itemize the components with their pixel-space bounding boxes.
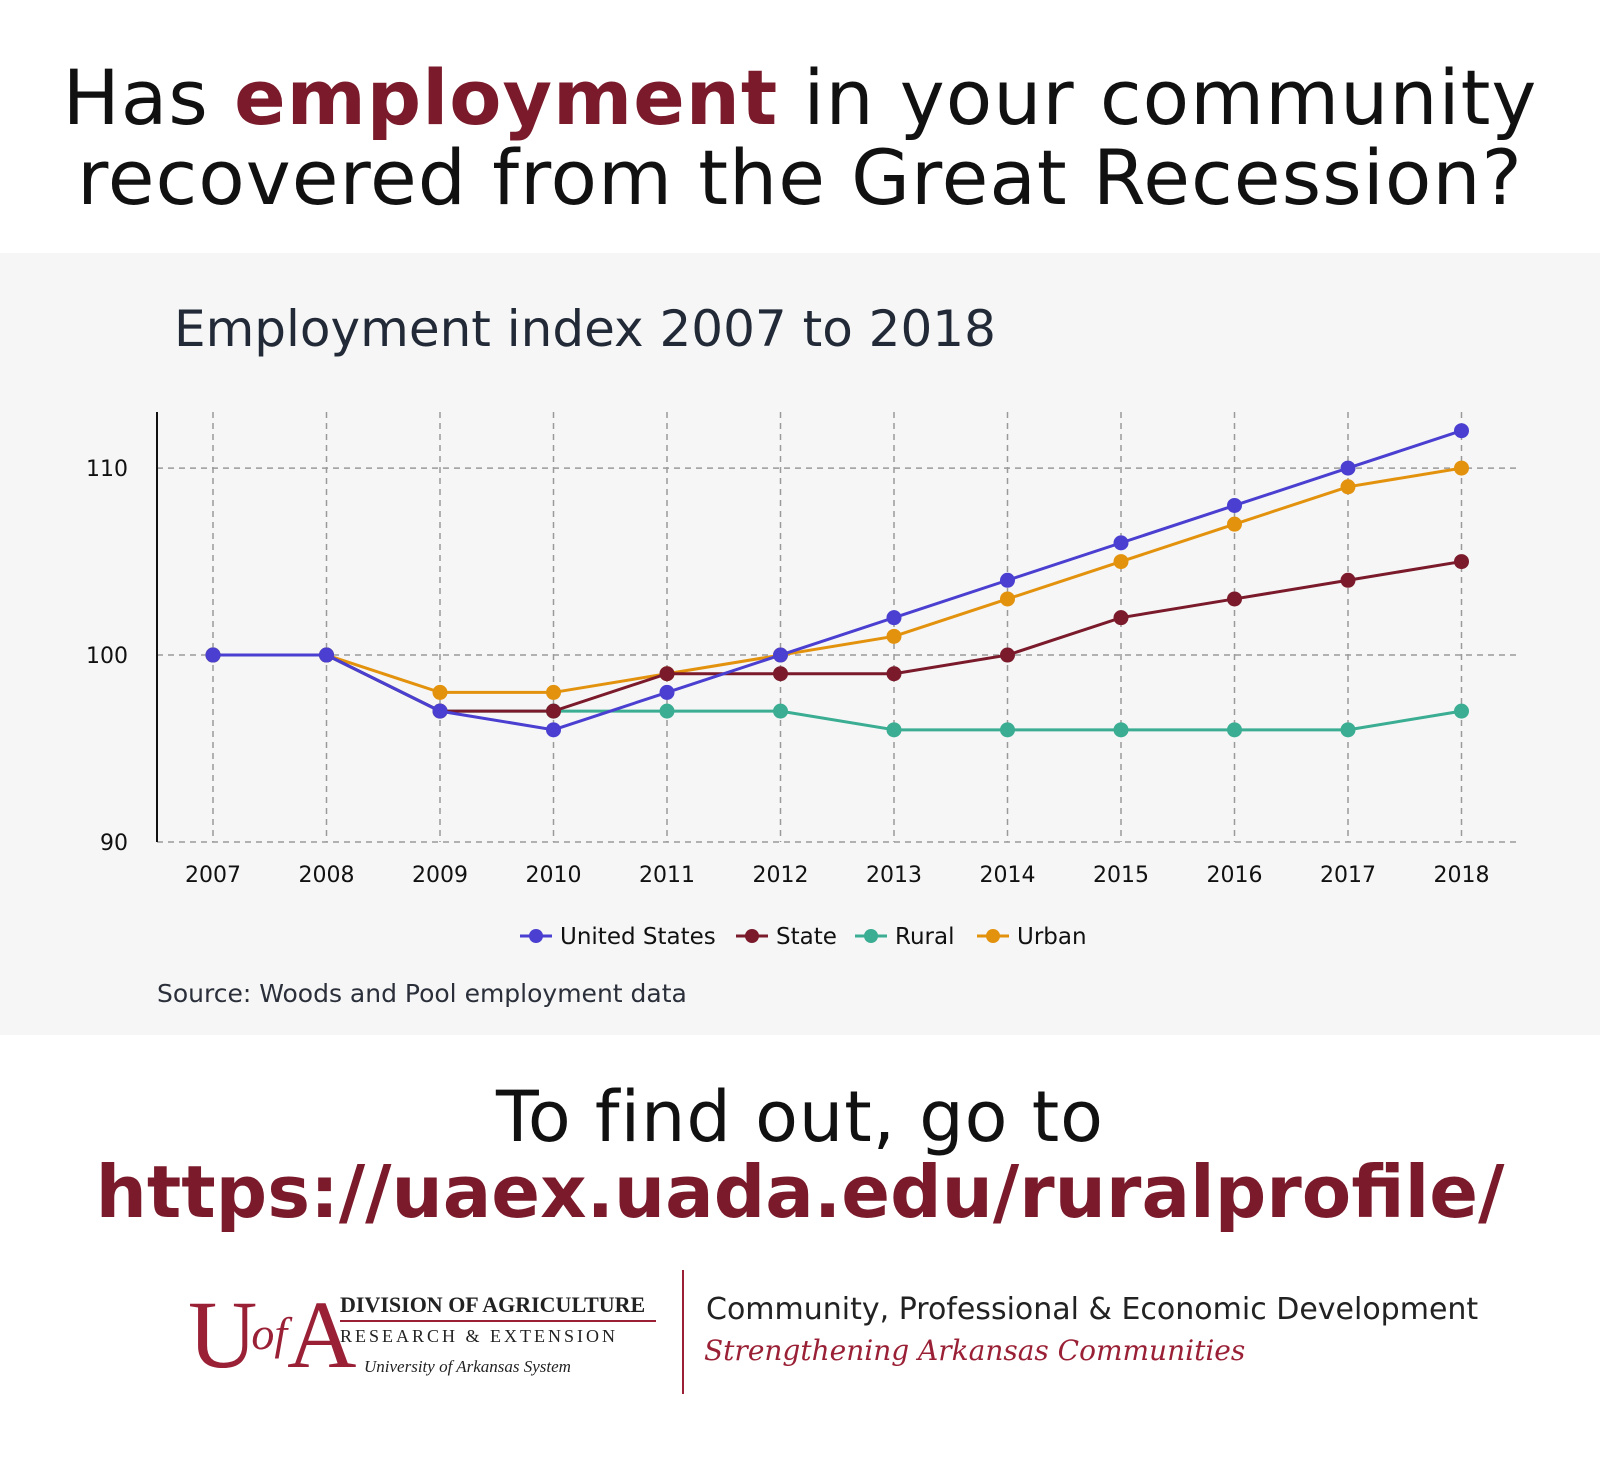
university-system: University of Arkansas System <box>364 1357 571 1376</box>
legend-marker <box>986 929 1000 943</box>
data-point <box>886 722 902 738</box>
legend-label: United States <box>560 924 716 950</box>
data-point <box>1340 572 1356 588</box>
headline: Has employment in your community recover… <box>0 58 1600 218</box>
data-point <box>1000 572 1015 588</box>
division-subtitle: RESEARCH & EXTENSION <box>340 1326 619 1346</box>
data-point <box>1113 610 1129 626</box>
chart-panel <box>0 253 1600 1035</box>
data-point <box>1340 460 1356 476</box>
legend-label: Rural <box>895 924 954 950</box>
x-tick-label: 2010 <box>526 863 582 888</box>
department-name: Community, Professional & Economic Devel… <box>706 1292 1479 1327</box>
data-point <box>432 703 448 719</box>
x-tick-label: 2016 <box>1207 863 1263 888</box>
x-tick-label: 2015 <box>1093 863 1149 888</box>
data-point <box>546 703 561 719</box>
employment-line-chart: 90 100 110 2007 2008 2009 2010 2011 2012 2013 2014… <box>86 412 1520 950</box>
data-point <box>659 666 675 682</box>
data-point <box>1000 647 1015 663</box>
data-point <box>1000 722 1015 738</box>
series-line <box>213 429 1462 732</box>
headline-line1: Has employment in your community <box>62 53 1538 142</box>
data-point <box>1454 703 1469 719</box>
x-tick-label: 2013 <box>866 863 922 888</box>
data-point <box>773 703 788 719</box>
data-point <box>886 666 902 682</box>
data-point <box>1340 479 1356 495</box>
data-point <box>205 647 221 663</box>
cta-url-link[interactable]: https://uaex.uada.edu/ruralprofile/ <box>95 1150 1505 1234</box>
x-tick-label: 2017 <box>1320 863 1376 888</box>
data-point <box>546 684 561 700</box>
legend-marker <box>864 929 878 943</box>
data-point <box>773 666 788 682</box>
headline-line2: recovered from the Great Recession? <box>77 133 1523 222</box>
uofa-logo: UofA <box>188 1281 356 1388</box>
data-point <box>432 684 448 700</box>
x-tick-label: 2008 <box>299 863 355 888</box>
data-point <box>1113 535 1129 551</box>
data-point <box>886 610 902 626</box>
data-point <box>1454 423 1469 439</box>
legend-marker <box>529 929 543 943</box>
legend-label: Urban <box>1017 924 1087 950</box>
data-point <box>1227 497 1242 513</box>
chart-title: Employment index 2007 to 2018 <box>174 300 996 358</box>
data-point <box>319 647 334 663</box>
data-point <box>659 684 675 700</box>
data-point <box>1340 722 1356 738</box>
x-tick-label: 2009 <box>412 863 468 888</box>
data-point <box>546 722 561 738</box>
headline-emphasis: employment <box>234 53 779 142</box>
chart-source: Source: Woods and Pool employment data <box>157 979 687 1008</box>
data-point <box>773 647 788 663</box>
y-tick-label: 110 <box>86 457 128 482</box>
data-point <box>1227 722 1242 738</box>
data-point <box>659 703 675 719</box>
department-tagline: Strengthening Arkansas Communities <box>704 1334 1246 1367</box>
x-tick-label: 2007 <box>185 863 241 888</box>
cta-text: To find out, go to <box>495 1076 1104 1158</box>
x-tick-label: 2018 <box>1434 863 1490 888</box>
y-tick-label: 100 <box>86 644 128 669</box>
data-point <box>1227 516 1242 532</box>
data-point <box>1454 460 1469 476</box>
data-point <box>1113 554 1129 570</box>
logo-divider <box>682 1270 684 1394</box>
data-point <box>1227 591 1242 607</box>
y-tick-label: 90 <box>100 831 128 856</box>
data-point <box>1113 722 1129 738</box>
data-point <box>1000 591 1015 607</box>
x-tick-label: 2012 <box>753 863 809 888</box>
legend-marker <box>745 929 759 943</box>
division-name: DIVISION OF AGRICULTURE <box>340 1292 656 1322</box>
data-point <box>1454 554 1469 570</box>
x-tick-label: 2014 <box>980 863 1036 888</box>
series-line <box>213 466 1462 694</box>
legend-label: State <box>776 924 837 950</box>
data-point <box>886 628 902 644</box>
x-tick-label: 2011 <box>639 863 695 888</box>
